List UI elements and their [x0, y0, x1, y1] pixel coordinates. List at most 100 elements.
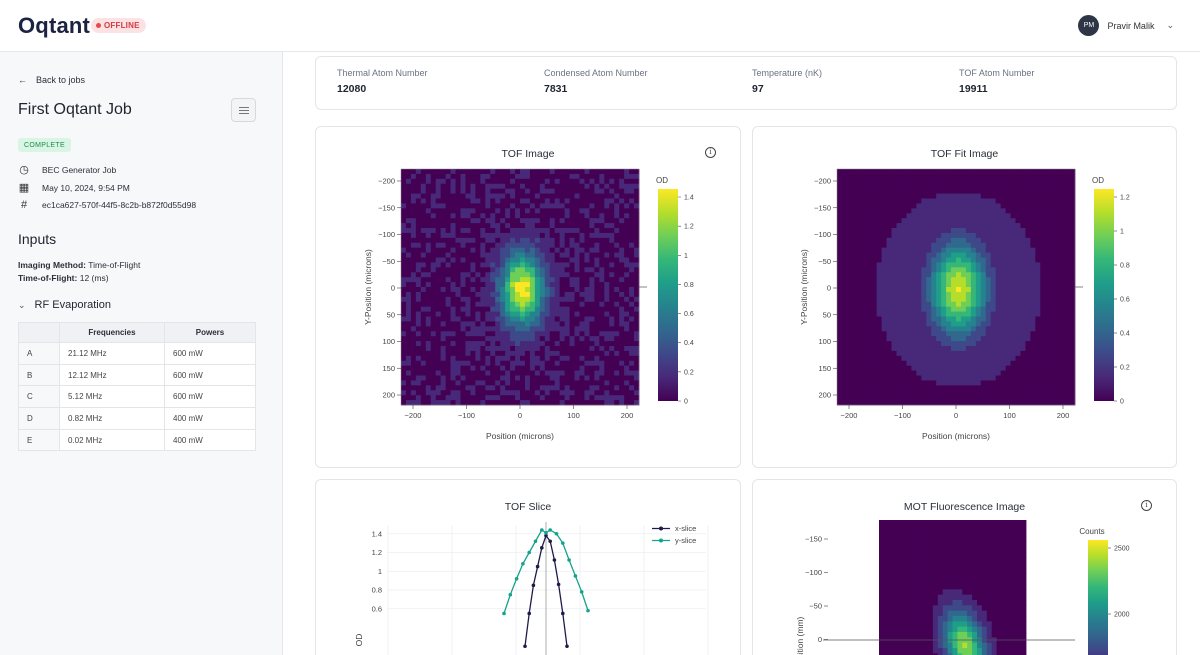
heatmap-cell — [495, 346, 501, 352]
heatmap-cell — [946, 198, 952, 204]
heatmap-cell — [485, 291, 491, 298]
heatmap-cell — [841, 301, 848, 308]
heatmap-cell — [1070, 336, 1076, 342]
heatmap-cell — [500, 341, 506, 347]
heatmap-cell — [629, 247, 635, 253]
heatmap-cell — [995, 296, 1002, 303]
rf-evaporation-toggle[interactable]: ⌄ RF Evaporation — [18, 299, 111, 311]
heatmap-cell — [851, 385, 858, 391]
heatmap-cell — [896, 188, 902, 194]
heatmap-cell — [425, 395, 432, 401]
heatmap-cell — [475, 365, 481, 371]
heatmap-cell — [960, 287, 967, 293]
avatar[interactable]: PM — [1078, 15, 1100, 36]
heatmap-cell — [495, 237, 501, 244]
heatmap-cell — [1010, 306, 1016, 312]
heatmap-cell — [401, 395, 407, 401]
heatmap-cell — [475, 370, 481, 376]
heatmap-cell — [951, 223, 957, 229]
heatmap-cell — [841, 252, 848, 258]
heatmap-cell — [410, 178, 417, 185]
heatmap-cell — [990, 306, 997, 312]
heatmap-cell — [970, 321, 977, 327]
heatmap-cell — [921, 296, 927, 303]
heatmap-cell — [599, 178, 605, 185]
user-name[interactable]: Pravir Malik — [1107, 20, 1155, 31]
heatmap-cell — [837, 223, 843, 229]
heatmap-cell — [440, 341, 447, 347]
heatmap-cell — [960, 228, 967, 234]
heatmap-cell — [995, 355, 1002, 362]
heatmap-cell — [886, 370, 892, 376]
data-point — [531, 583, 536, 588]
heatmap-cell — [1060, 311, 1066, 317]
heatmap-cell — [936, 178, 942, 185]
heatmap-cell — [1035, 257, 1041, 263]
heatmap-cell — [534, 360, 541, 367]
rf-heading[interactable]: RF Evaporation — [34, 299, 111, 311]
back-to-jobs-link[interactable]: ← Back to jobs — [18, 75, 85, 85]
heatmap-cell — [898, 610, 904, 617]
heatmap-cell — [470, 178, 476, 185]
heatmap-cell — [445, 247, 451, 253]
heatmap-cell — [1015, 173, 1021, 180]
heatmap-cell — [594, 198, 600, 204]
heatmap-cell — [1005, 395, 1011, 401]
heatmap-cell — [559, 277, 566, 283]
heatmap-cell — [856, 341, 863, 347]
heatmap-cell — [946, 296, 952, 303]
heatmap-cell — [425, 282, 432, 288]
heatmap-cell — [936, 252, 942, 258]
heatmap-cell — [549, 173, 556, 180]
heatmap-cell — [495, 208, 501, 214]
heatmap-cell — [851, 395, 858, 401]
heatmap-cell — [970, 375, 977, 381]
heatmap-cell — [500, 188, 506, 194]
heatmap-cell — [490, 252, 496, 258]
heatmap-cell — [410, 316, 417, 322]
heatmap-cell — [524, 277, 531, 283]
heatmap-cell — [861, 277, 868, 283]
heatmap-cell — [480, 183, 486, 190]
heatmap-cell — [960, 223, 967, 229]
heatmap-cell — [420, 173, 427, 180]
heatmap-cell — [1005, 341, 1011, 347]
heatmap-cell — [579, 193, 585, 199]
heatmap-cell — [995, 346, 1002, 352]
chevron-down-icon[interactable]: ⌄ — [1166, 20, 1174, 30]
heatmap-cell — [956, 203, 962, 209]
heatmap-cell — [465, 370, 471, 376]
heatmap-cell — [430, 390, 437, 396]
heatmap-cell — [619, 173, 625, 180]
heatmap-cell — [495, 213, 501, 219]
heatmap-cell — [520, 291, 526, 298]
chevron-down-icon[interactable]: ⌄ — [18, 299, 26, 310]
heatmap-cell — [1035, 208, 1041, 214]
heatmap-cell — [1045, 228, 1051, 234]
heatmap-cell — [604, 237, 610, 244]
heatmap-cell — [1020, 326, 1026, 332]
user-menu[interactable]: PM Pravir Malik ⌄ — [1078, 15, 1174, 36]
back-label[interactable]: Back to jobs — [36, 75, 86, 85]
heatmap-cell — [881, 257, 887, 263]
oqtant-logo[interactable]: Oqtant — [18, 13, 91, 38]
y-tick-label: 100 — [818, 337, 831, 346]
heatmap-cell — [906, 365, 912, 371]
info-icon[interactable]: i — [1141, 500, 1152, 511]
info-icon[interactable]: i — [705, 147, 716, 158]
menu-button[interactable] — [231, 98, 256, 122]
heatmap-cell — [1065, 282, 1071, 288]
data-point — [544, 531, 548, 535]
heatmap-cell — [515, 277, 521, 283]
heatmap-cell — [624, 370, 630, 376]
heatmap-cell — [410, 346, 417, 352]
heatmap-cell — [584, 316, 590, 322]
heatmap-cell — [624, 316, 630, 322]
heatmap-cell — [1025, 311, 1031, 317]
heatmap-cell — [425, 213, 432, 219]
heatmap-cell — [435, 380, 442, 386]
heatmap-cell — [485, 341, 491, 347]
heatmap-cell — [1050, 223, 1056, 229]
heatmap-cell — [837, 350, 843, 357]
heatmap-cell — [837, 326, 843, 332]
